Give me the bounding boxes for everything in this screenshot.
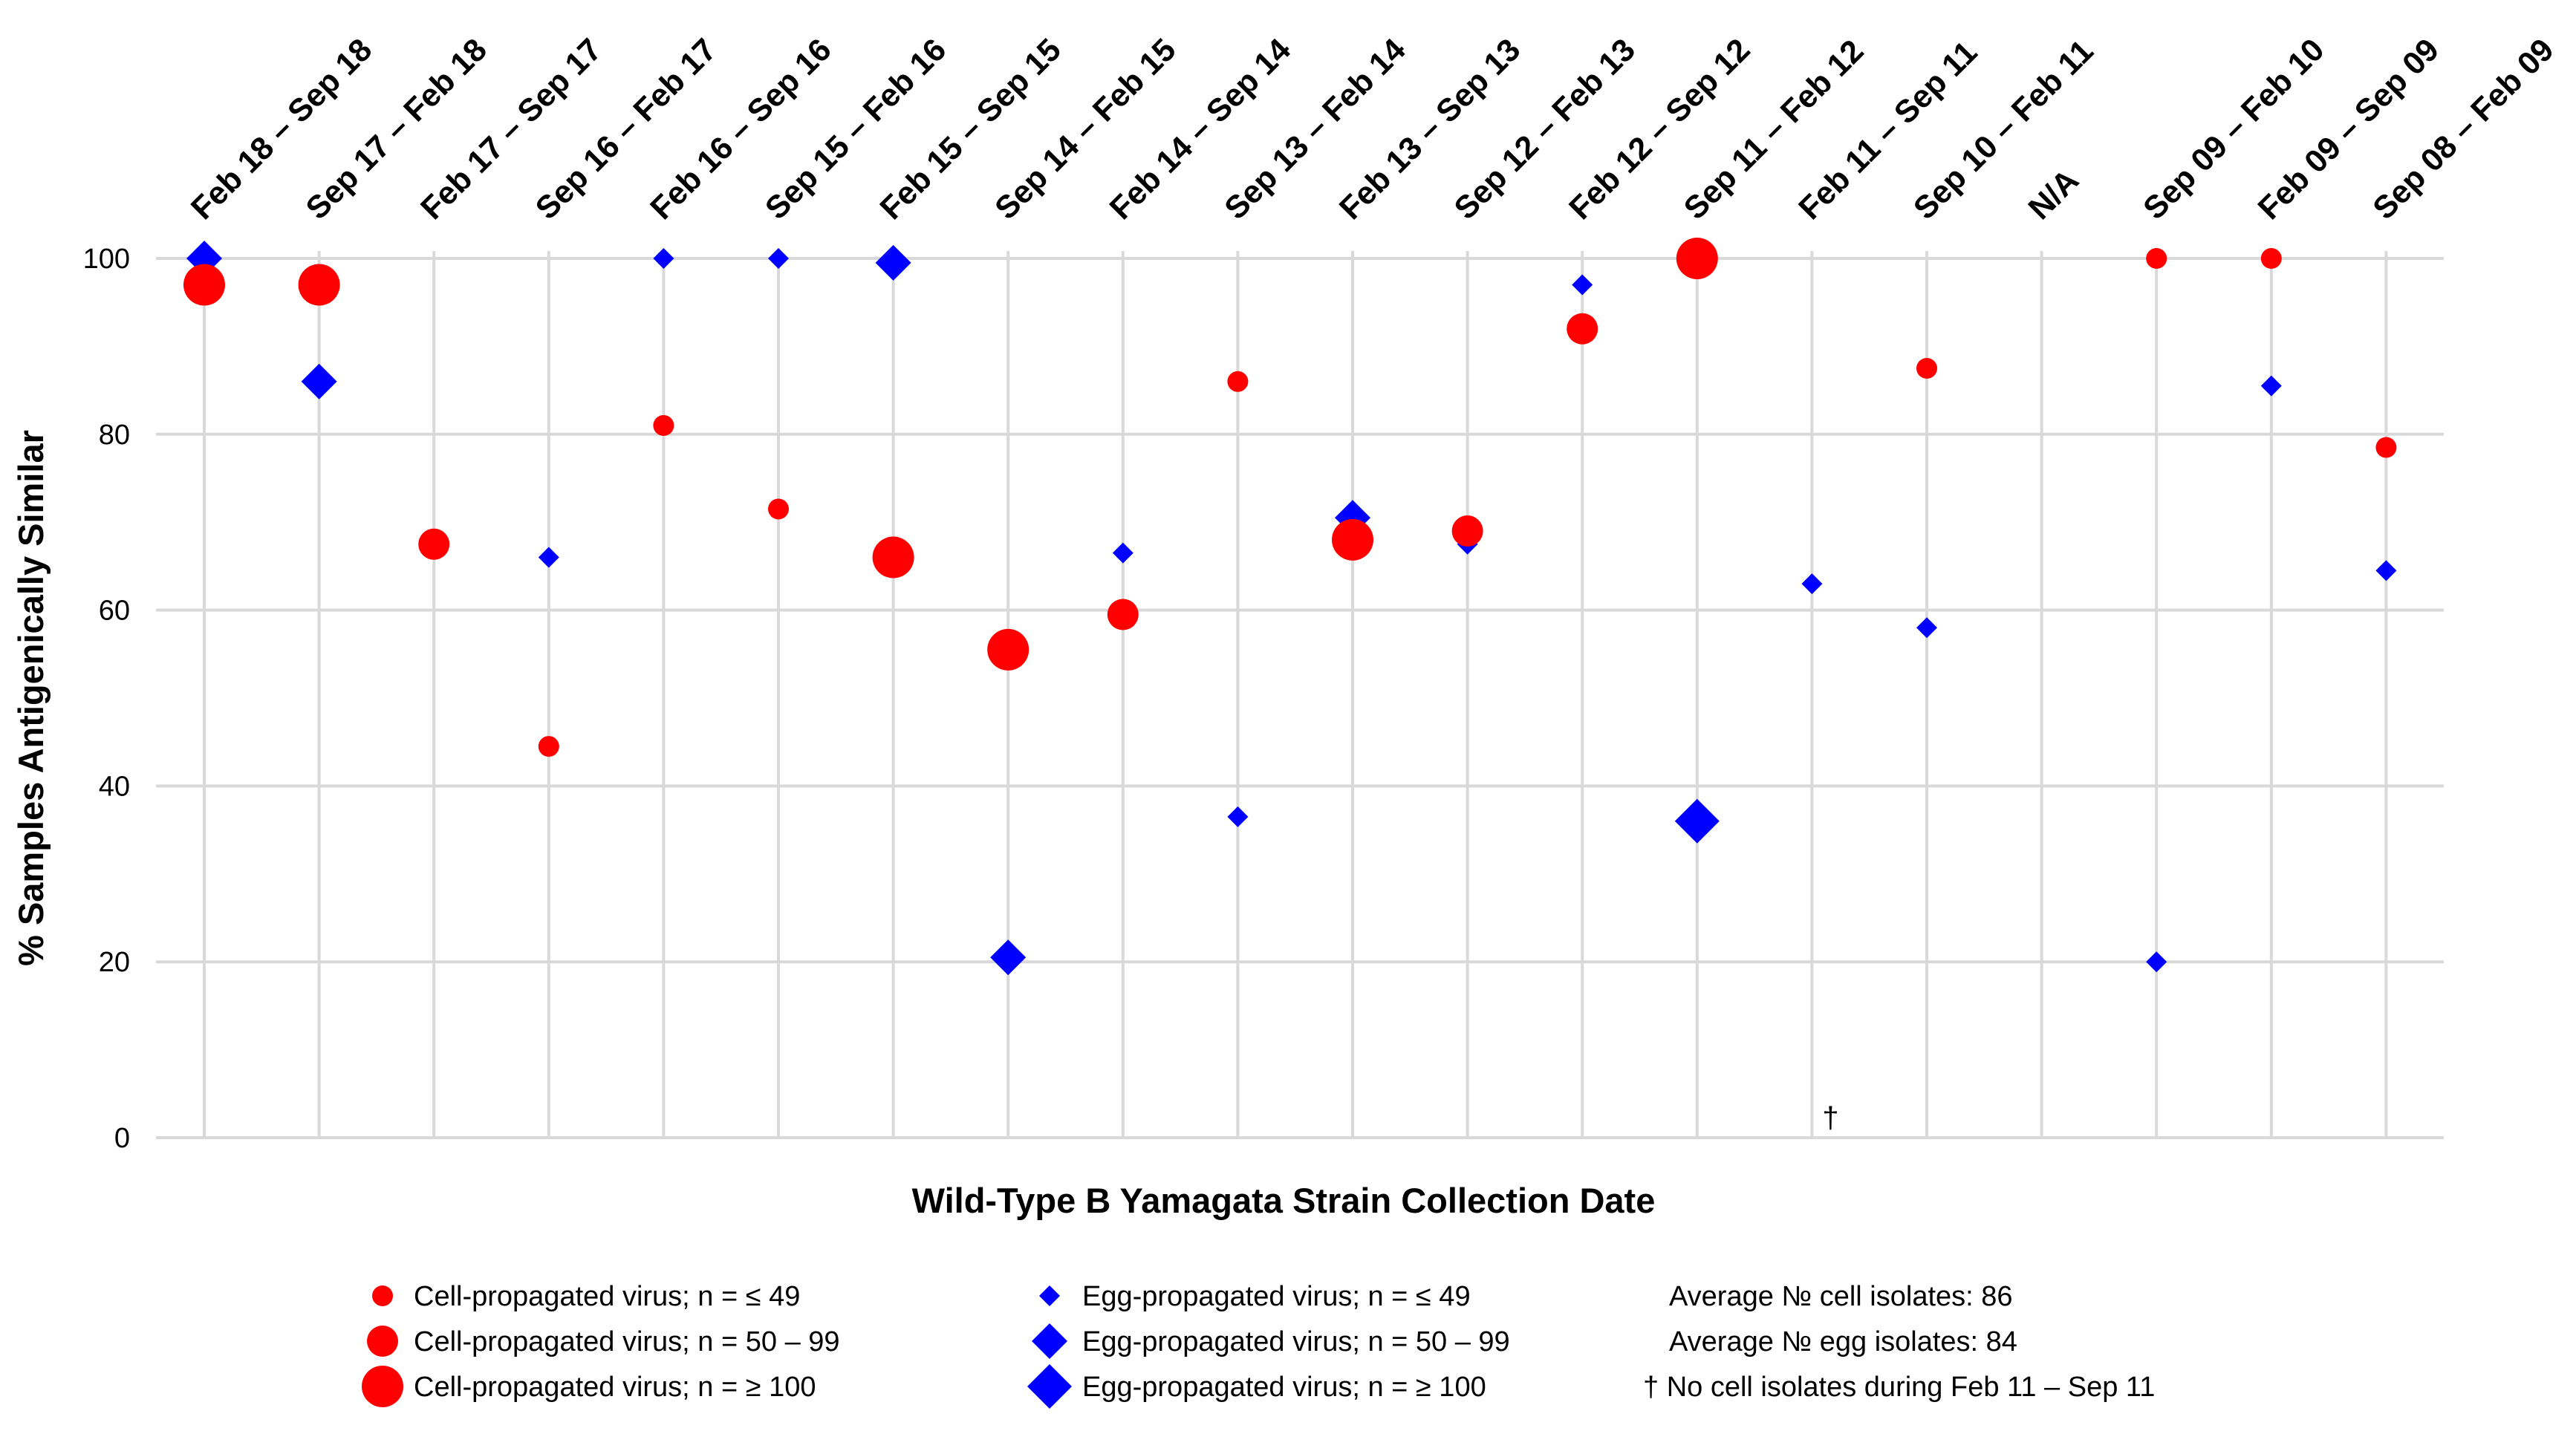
cell-data-point — [653, 414, 674, 436]
egg-data-point — [2146, 951, 2167, 973]
cell-data-point — [2375, 437, 2397, 458]
egg-data-point — [653, 248, 674, 269]
cell-data-point — [1227, 371, 1249, 392]
egg-data-point — [301, 363, 337, 400]
y-tick-label: 100 — [83, 244, 130, 275]
cell-data-point — [183, 264, 225, 306]
dagger-annotation: † — [1822, 1101, 1838, 1134]
legend: Cell-propagated virus; n = ≤ 49 Cell-prop… — [362, 1281, 1510, 1409]
y-tick-label: 80 — [99, 420, 130, 451]
cell-data-point — [1107, 599, 1139, 630]
egg-data-point — [875, 244, 911, 281]
y-axis-ticks: 0 20 40 60 80 100 — [83, 244, 130, 1154]
egg-data-point — [2375, 560, 2397, 581]
y-tick-label: 0 — [114, 1123, 130, 1154]
egg-data-point — [1572, 274, 1593, 296]
cell-data-point — [2146, 248, 2167, 269]
cell-data-point — [2260, 248, 2282, 269]
legend-label: Cell-propagated virus; n = ≤ 49 — [414, 1281, 800, 1312]
legend-cell-marker — [362, 1366, 403, 1407]
legend-label: Cell-propagated virus; n = ≥ 100 — [414, 1372, 816, 1403]
egg-data-point — [990, 939, 1027, 976]
note-line: † No cell isolates during Feb 11 – Sep 1… — [1643, 1372, 2155, 1403]
legend-cell-marker — [372, 1285, 393, 1306]
y-axis-title: % Samples Antigenically Similar — [11, 430, 51, 966]
data-points — [183, 238, 2397, 976]
egg-data-point — [768, 248, 789, 269]
y-tick-label: 20 — [99, 947, 130, 978]
egg-data-point — [1674, 798, 1720, 844]
legend-egg-marker — [1027, 1364, 1072, 1409]
cell-data-point — [872, 536, 914, 578]
x-tick-label: N/A — [2022, 163, 2086, 226]
cell-data-point — [418, 528, 450, 560]
legend-label: Egg-propagated virus; n = 50 – 99 — [1082, 1326, 1510, 1357]
y-tick-label: 60 — [99, 596, 130, 627]
cell-data-point — [298, 264, 340, 306]
legend-label: Cell-propagated virus; n = 50 – 99 — [414, 1326, 840, 1357]
egg-data-point — [538, 547, 559, 568]
egg-data-point — [1112, 542, 1133, 564]
egg-data-point — [1801, 573, 1823, 595]
cell-data-point — [1332, 518, 1373, 561]
cell-data-point — [538, 736, 559, 757]
egg-data-point — [1916, 617, 1937, 639]
cell-data-point — [1567, 313, 1598, 345]
egg-data-point — [1227, 806, 1249, 827]
notes: Average № cell isolates: 86 Average № egg… — [1643, 1281, 2155, 1403]
cell-data-point — [987, 628, 1030, 671]
cell-data-point — [768, 498, 789, 520]
note-line: Average № cell isolates: 86 — [1669, 1281, 2013, 1312]
grid-lines — [156, 251, 2444, 1138]
y-tick-label: 40 — [99, 771, 130, 802]
note-line: Average № egg isolates: 84 — [1669, 1326, 2017, 1357]
legend-label: Egg-propagated virus; n = ≤ 49 — [1082, 1281, 1471, 1312]
cell-data-point — [1916, 358, 1937, 379]
cell-data-point — [1451, 515, 1483, 547]
legend-egg-marker — [1039, 1285, 1060, 1306]
legend-label: Egg-propagated virus; n = ≥ 100 — [1082, 1372, 1486, 1403]
egg-data-point — [2260, 375, 2282, 397]
legend-cell-marker — [367, 1326, 398, 1357]
annotations: † — [1822, 1101, 1838, 1134]
x-axis-title: Wild-Type B Yamagata Strain Collection D… — [912, 1181, 1656, 1220]
legend-egg-marker — [1032, 1323, 1067, 1359]
cell-data-point — [1676, 238, 1718, 279]
